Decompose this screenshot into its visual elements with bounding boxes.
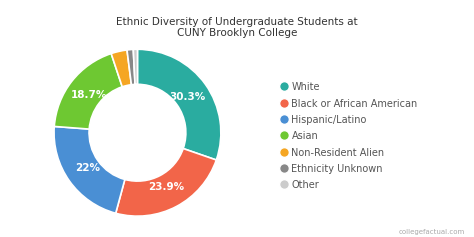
Text: 22%: 22%	[75, 163, 100, 173]
Wedge shape	[111, 50, 131, 87]
Text: 18.7%: 18.7%	[71, 90, 108, 100]
Wedge shape	[137, 49, 221, 160]
Text: 30.3%: 30.3%	[169, 92, 205, 102]
Wedge shape	[54, 126, 125, 213]
Wedge shape	[116, 149, 216, 216]
Wedge shape	[55, 54, 122, 129]
Text: collegefactual.com: collegefactual.com	[398, 229, 465, 235]
Wedge shape	[127, 49, 135, 85]
Wedge shape	[133, 49, 137, 84]
Text: 23.9%: 23.9%	[148, 182, 184, 191]
Text: Ethnic Diversity of Undergraduate Students at
CUNY Brooklyn College: Ethnic Diversity of Undergraduate Studen…	[116, 17, 358, 38]
Legend: White, Black or African American, Hispanic/Latino, Asian, Non-Resident Alien, Et: White, Black or African American, Hispan…	[280, 80, 419, 192]
